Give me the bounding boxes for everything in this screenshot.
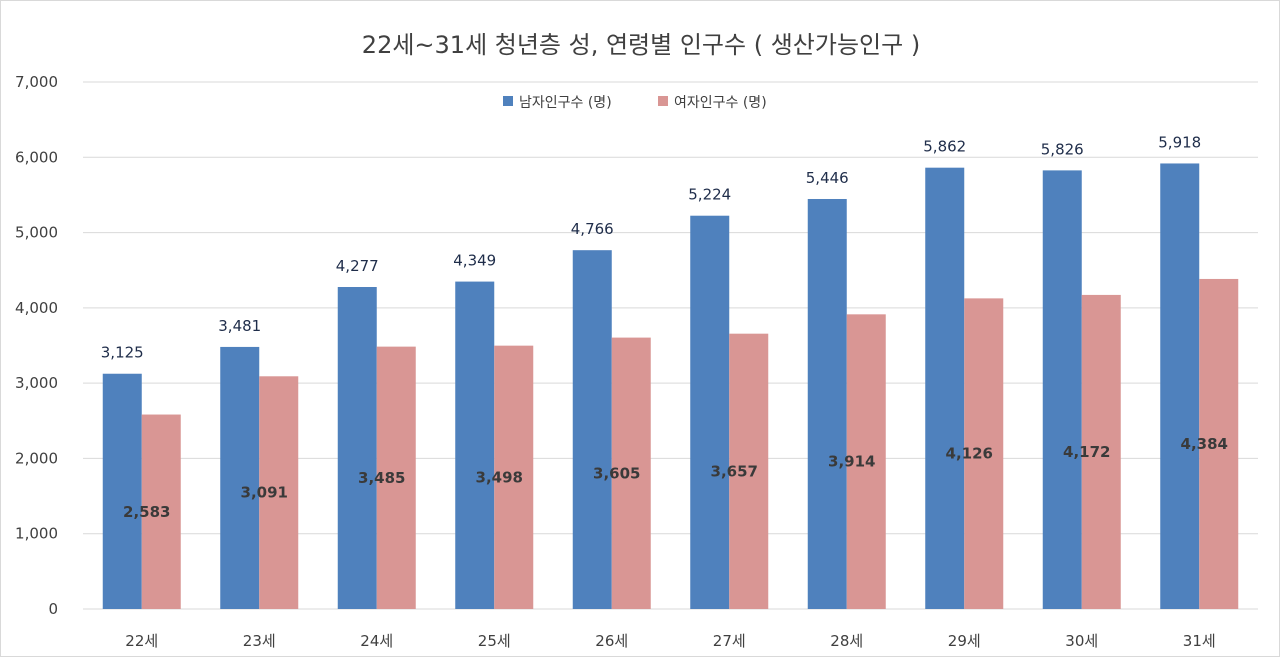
bar-male (455, 281, 495, 609)
x-tick-label: 31세 (1183, 632, 1216, 650)
bar-female (729, 333, 769, 609)
y-tick-label: 1,000 (15, 525, 58, 543)
bar-female (259, 376, 299, 609)
bar-female (611, 337, 651, 609)
data-labels: 3,125 2,583 3,481 3,091 4,277 3,485 4,349 3,498… (101, 133, 1228, 520)
data-label-female: 4,126 (946, 445, 993, 463)
data-label-female: 2,583 (123, 503, 170, 521)
x-tick-label: 28세 (830, 632, 863, 650)
bar-female (846, 314, 886, 609)
bar-male (690, 215, 730, 609)
data-label-male: 4,349 (453, 252, 496, 270)
chart-title: 22세~31세 청년층 성, 연령별 인구수 ( 생산가능인구 ) (362, 31, 920, 59)
bar-male (572, 250, 612, 609)
data-label-male: 5,224 (688, 186, 731, 204)
legend-swatch-female (658, 96, 668, 106)
data-label-male: 5,862 (923, 138, 966, 156)
y-axis: 0 1,000 2,000 3,000 4,000 5,000 6,000 7,000 (15, 73, 58, 618)
x-tick-label: 27세 (713, 632, 746, 650)
legend-swatch-male (503, 96, 513, 106)
y-tick-label: 6,000 (15, 148, 58, 166)
x-tick-label: 22세 (125, 632, 158, 650)
y-tick-label: 4,000 (15, 299, 58, 317)
data-label-female: 4,384 (1181, 435, 1228, 453)
x-tick-label: 23세 (243, 632, 276, 650)
bars (102, 163, 1239, 609)
data-label-male: 4,277 (336, 257, 379, 275)
x-tick-label: 25세 (478, 632, 511, 650)
data-label-male: 5,826 (1041, 140, 1084, 158)
y-tick-label: 3,000 (15, 374, 58, 392)
bar-male (1042, 170, 1082, 609)
data-label-female: 3,914 (828, 453, 875, 471)
bar-female (964, 298, 1004, 609)
bar-female (1199, 278, 1239, 609)
x-tick-label: 24세 (360, 632, 393, 650)
bar-female (494, 345, 534, 609)
legend: 남자인구수 (명) 여자인구수 (명) (503, 95, 767, 111)
data-label-female: 3,605 (593, 464, 640, 482)
bar-female (376, 346, 416, 609)
data-label-female: 3,485 (358, 469, 405, 487)
bar-male (102, 373, 142, 609)
data-label-male: 5,446 (806, 169, 849, 187)
data-label-male: 3,125 (101, 344, 144, 362)
legend-label-male: 남자인구수 (명) (519, 95, 612, 111)
x-axis: 22세 23세 24세 25세 26세 27세 28세 29세 30세 31세 (125, 632, 1215, 650)
y-tick-label: 5,000 (15, 224, 58, 242)
x-tick-label: 29세 (948, 632, 981, 650)
data-label-male: 4,766 (571, 220, 614, 238)
bar-male (220, 346, 260, 609)
data-label-female: 4,172 (1063, 443, 1110, 461)
data-label-female: 3,091 (241, 484, 288, 502)
bar-female (1081, 294, 1121, 609)
data-label-female: 3,498 (476, 468, 523, 486)
legend-label-female: 여자인구수 (명) (674, 95, 767, 111)
bar-male (807, 198, 847, 609)
x-tick-label: 26세 (595, 632, 628, 650)
data-label-female: 3,657 (711, 462, 758, 480)
bar-female (141, 414, 181, 609)
data-label-male: 5,918 (1158, 133, 1201, 151)
y-tick-label: 2,000 (15, 449, 58, 467)
bar-male (1160, 163, 1200, 609)
bar-male (925, 167, 965, 609)
data-label-male: 3,481 (218, 317, 261, 335)
bar-male (337, 287, 377, 609)
y-tick-label: 7,000 (15, 73, 58, 91)
x-tick-label: 30세 (1065, 632, 1098, 650)
y-tick-label: 0 (48, 600, 58, 618)
